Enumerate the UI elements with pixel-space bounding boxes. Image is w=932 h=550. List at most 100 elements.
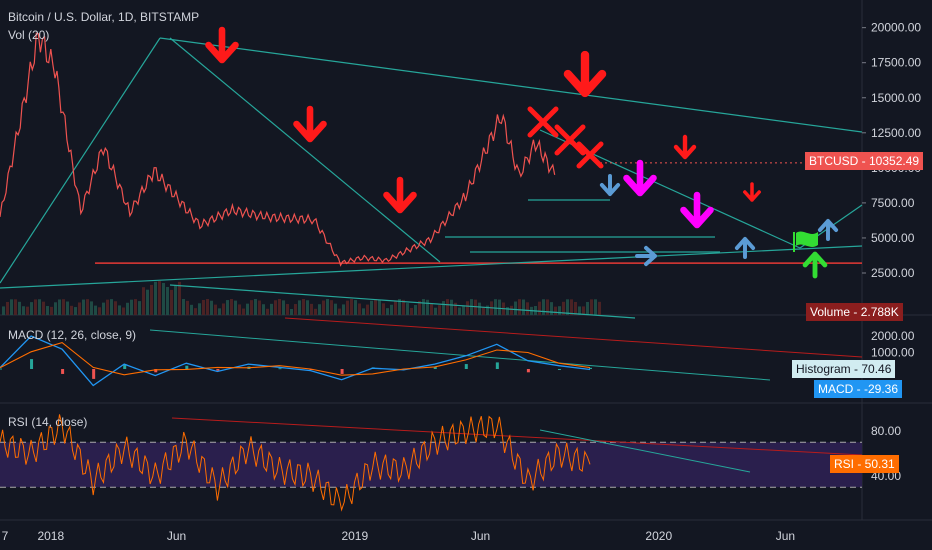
volume-bar bbox=[186, 300, 189, 315]
volume-bar bbox=[346, 300, 349, 315]
volume-bar bbox=[94, 305, 97, 315]
volume-bar bbox=[454, 302, 457, 315]
volume-bar bbox=[238, 304, 241, 315]
volume-bar bbox=[38, 299, 41, 315]
volume-bar bbox=[578, 306, 581, 315]
macd-histogram-bar bbox=[340, 369, 344, 374]
volume-bar bbox=[90, 301, 93, 315]
volume-bar bbox=[170, 289, 173, 315]
volume-bar bbox=[570, 299, 573, 315]
trendline bbox=[159, 37, 863, 133]
volume-bar bbox=[254, 299, 257, 315]
volume-bar bbox=[46, 306, 49, 315]
volume-bar bbox=[430, 302, 433, 315]
rsi-tick-label: 80.00 bbox=[871, 424, 901, 438]
volume-bar bbox=[154, 281, 157, 315]
down-arrow-annotation bbox=[293, 105, 327, 143]
volume-bar bbox=[310, 303, 313, 315]
volume-bar bbox=[442, 301, 445, 315]
volume-bar bbox=[558, 306, 561, 315]
volume-bar bbox=[54, 302, 57, 315]
signal-line bbox=[0, 341, 591, 376]
time-tick-label: 2018 bbox=[37, 529, 64, 543]
volume-bar bbox=[66, 301, 69, 315]
volume-bar bbox=[470, 299, 473, 315]
price-tick-label: 15000.00 bbox=[871, 91, 921, 105]
rsi-trendline bbox=[171, 417, 863, 456]
volume-bar bbox=[34, 299, 37, 315]
volume-bar bbox=[250, 300, 253, 315]
time-tick-label: 2019 bbox=[341, 529, 368, 543]
volume-bar bbox=[234, 300, 237, 315]
volume-bar bbox=[542, 299, 545, 315]
volume-bar bbox=[546, 299, 549, 315]
volume-bar bbox=[182, 299, 185, 315]
volume-bar bbox=[162, 282, 165, 315]
volume-bar bbox=[194, 308, 197, 315]
macd-histogram-bar bbox=[185, 365, 189, 369]
time-tick-label: Jun bbox=[471, 529, 490, 543]
volume-bar bbox=[590, 299, 593, 315]
volume-bar bbox=[478, 302, 481, 315]
cross-annotation bbox=[527, 106, 559, 138]
macd-trendline bbox=[284, 317, 863, 358]
volume-bar bbox=[282, 300, 285, 315]
volume-bar bbox=[158, 281, 161, 315]
price-tick-label: 2500.00 bbox=[871, 266, 915, 280]
volume-bar bbox=[286, 304, 289, 315]
volume-bar bbox=[58, 299, 61, 315]
chart-title: Bitcoin / U.S. Dollar, 1D, BITSTAMP bbox=[8, 10, 200, 24]
macd-line bbox=[0, 335, 591, 387]
volume-bar bbox=[122, 307, 125, 315]
volume-bar bbox=[342, 304, 345, 315]
macd-histogram-bar bbox=[92, 369, 96, 379]
volume-bar bbox=[350, 299, 353, 315]
volume-bar bbox=[362, 308, 365, 315]
volume-bar bbox=[510, 305, 513, 315]
volume-bar bbox=[450, 299, 453, 315]
up-arrow-annotation bbox=[817, 219, 839, 241]
down-arrow-annotation bbox=[205, 26, 239, 64]
volume-bar bbox=[574, 301, 577, 315]
volume-bar bbox=[214, 304, 217, 315]
volume-bar bbox=[398, 299, 401, 315]
rsi-band bbox=[0, 442, 862, 488]
price-tick-label: 20000.00 bbox=[871, 21, 921, 35]
volume-bar bbox=[354, 300, 357, 315]
macd-histogram-bar bbox=[61, 369, 65, 374]
volume-bar bbox=[394, 300, 397, 315]
down-arrow-annotation bbox=[563, 50, 607, 98]
volume-bar bbox=[134, 299, 137, 315]
volume-bar bbox=[554, 306, 557, 315]
volume-bar bbox=[202, 299, 205, 315]
volume-bar bbox=[318, 304, 321, 315]
volume-bar bbox=[198, 303, 201, 315]
volume-bar bbox=[374, 299, 377, 315]
volume-indicator-label[interactable]: Vol (20) bbox=[8, 28, 50, 42]
volume-bar bbox=[42, 301, 45, 315]
volume-bar bbox=[402, 299, 405, 315]
volume-bar bbox=[230, 299, 233, 315]
macd-tick-label: 1000.00 bbox=[871, 346, 915, 360]
up-arrow-annotation bbox=[802, 251, 828, 279]
volume-bar bbox=[294, 304, 297, 315]
volume-bar bbox=[242, 308, 245, 315]
volume-bar bbox=[262, 304, 265, 315]
rsi-line bbox=[0, 414, 591, 512]
volume-bar bbox=[582, 306, 585, 315]
volume-bar bbox=[514, 301, 517, 315]
volume-bar bbox=[50, 306, 53, 315]
volume-bar bbox=[330, 300, 333, 315]
macd-indicator-label[interactable]: MACD (12, 26, close, 9) bbox=[8, 328, 137, 342]
volume-bar bbox=[378, 299, 381, 315]
rsi-indicator-label[interactable]: RSI (14, close) bbox=[8, 415, 88, 429]
volume-bar bbox=[326, 299, 329, 315]
volume-bar bbox=[174, 285, 177, 315]
volume-bar bbox=[178, 281, 181, 315]
volume-bar bbox=[30, 302, 33, 315]
volume-bar bbox=[434, 307, 437, 315]
macd-trendline bbox=[149, 329, 771, 381]
histogram-badge: Histogram - 70.46 bbox=[792, 360, 896, 378]
volume-bar bbox=[130, 299, 133, 315]
